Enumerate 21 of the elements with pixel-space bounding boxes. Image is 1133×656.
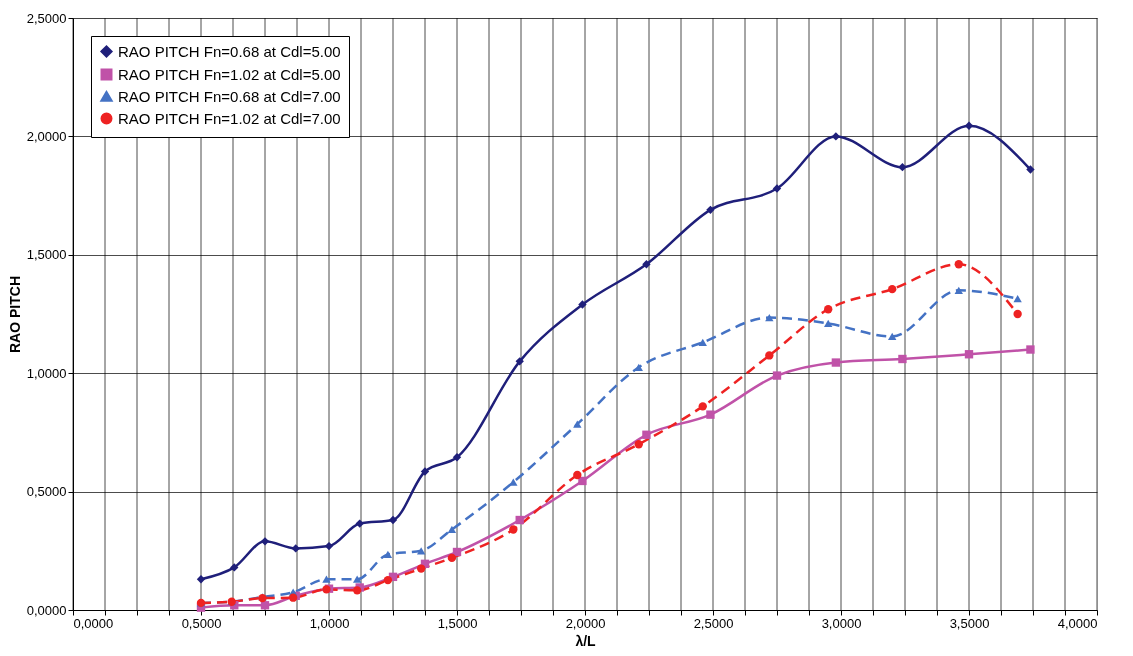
x-axis-title: λ/L	[575, 632, 597, 649]
legend-label: RAO PITCH Fn=0.68 at Cdl=5.00	[118, 42, 341, 60]
x-tick-label: 0,5000	[181, 615, 222, 631]
legend-label: RAO PITCH Fn=1.02 at Cdl=5.00	[118, 65, 341, 83]
y-tick-label: 2,5000	[26, 10, 67, 26]
legend-label: RAO PITCH Fn=1.02 at Cdl=7.00	[118, 109, 341, 127]
x-tick-label: 3,5000	[949, 615, 990, 631]
y-tick-label: 0,0000	[26, 602, 67, 618]
y-tick-label: 0,5000	[26, 484, 67, 500]
x-tick-label: 1,0000	[309, 615, 350, 631]
legend-label: RAO PITCH Fn=0.68 at Cdl=7.00	[118, 87, 341, 105]
x-tick-label: 1,5000	[437, 615, 478, 631]
x-tick-label: 0,0000	[73, 615, 114, 631]
y-tick-label: 2,0000	[26, 128, 67, 144]
y-tick-label: 1,5000	[26, 247, 67, 263]
x-tick-label: 2,5000	[693, 615, 734, 631]
x-tick-label: 2,0000	[565, 615, 606, 631]
x-tick-label: 3,0000	[821, 615, 862, 631]
y-tick-label: 1,0000	[26, 365, 67, 381]
y-axis-title: RAO PITCH	[6, 276, 23, 353]
x-tick-label: 4,0000	[1057, 615, 1098, 631]
